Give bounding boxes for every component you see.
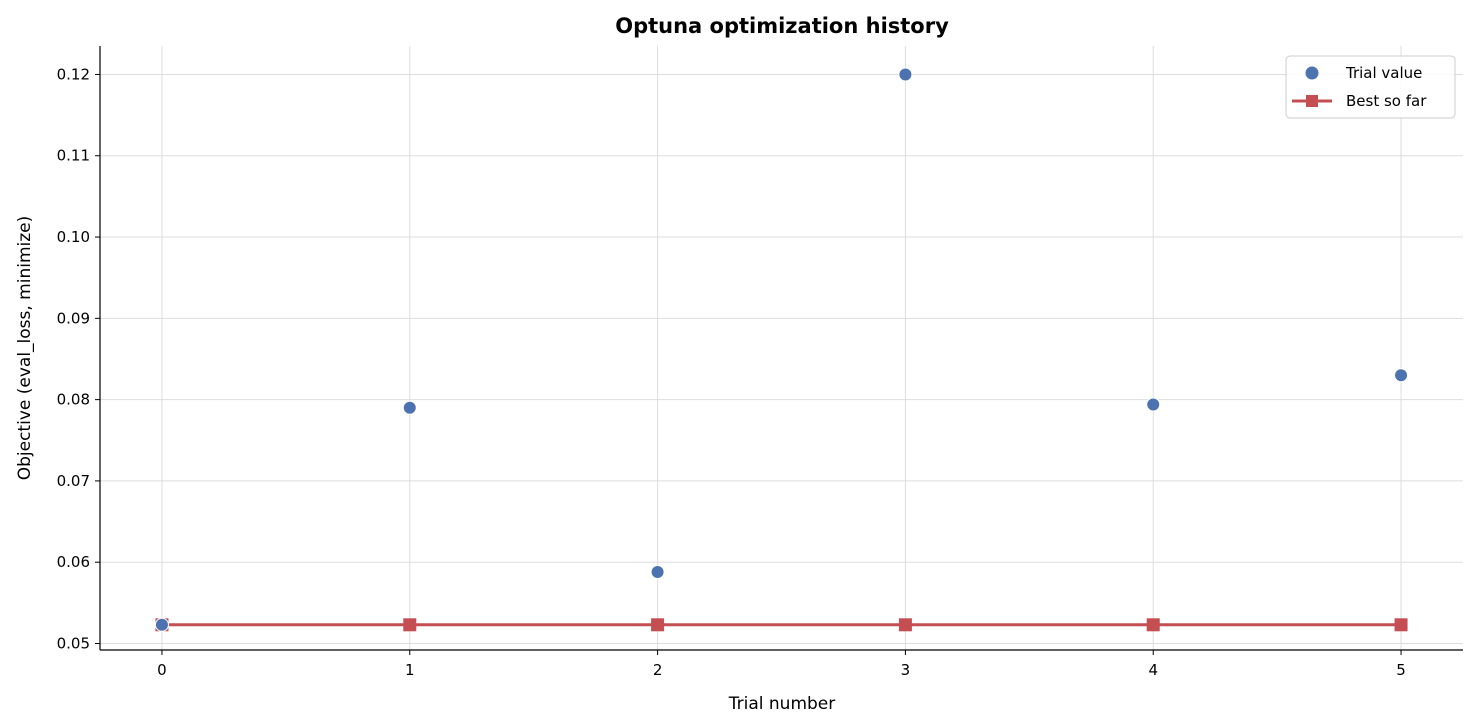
best-so-far-marker-3 xyxy=(898,618,912,632)
y-tick-label-4: 0.09 xyxy=(57,309,90,327)
y-tick-label-0: 0.05 xyxy=(57,634,90,652)
axes xyxy=(99,46,1463,651)
y-axis-label: Objective (eval_loss, minimize) xyxy=(15,216,35,481)
legend-label-trial-value: Trial value xyxy=(1345,64,1422,82)
trial-value-point-2 xyxy=(650,564,665,579)
best-so-far-marker-4 xyxy=(1146,618,1160,632)
trial-value-point-3 xyxy=(898,67,913,82)
chart-title: Optuna optimization history xyxy=(615,14,949,38)
series-trial-value xyxy=(154,67,1409,632)
legend: Trial value Best so far xyxy=(1285,55,1456,119)
trial-value-point-1 xyxy=(402,400,417,415)
ticks: 0 1 2 3 4 5 0.05 0.06 0.07 0.08 0.09 0.10 0.11 0.12 xyxy=(57,65,1406,679)
trial-value-point-5 xyxy=(1394,368,1409,383)
trial-value-point-4 xyxy=(1146,397,1161,412)
x-tick-label-3: 3 xyxy=(901,661,911,679)
grid xyxy=(100,46,1463,650)
x-tick-label-0: 0 xyxy=(157,661,167,679)
y-tick-label-2: 0.07 xyxy=(57,472,90,490)
x-tick-label-5: 5 xyxy=(1396,661,1406,679)
y-tick-label-5: 0.10 xyxy=(57,228,90,246)
best-so-far-marker-5 xyxy=(1394,618,1408,632)
x-tick-label-4: 4 xyxy=(1148,661,1158,679)
trial-value-point-0 xyxy=(154,617,169,632)
legend-marker-trial-value xyxy=(1305,66,1319,80)
y-tick-label-1: 0.06 xyxy=(57,553,90,571)
best-so-far-marker-2 xyxy=(651,618,665,632)
legend-marker-best-so-far xyxy=(1306,95,1318,107)
legend-label-best-so-far: Best so far xyxy=(1346,92,1427,110)
best-so-far-marker-1 xyxy=(403,618,417,632)
y-tick-label-6: 0.11 xyxy=(57,147,90,165)
y-tick-label-7: 0.12 xyxy=(57,65,90,83)
y-tick-label-3: 0.08 xyxy=(57,391,90,409)
x-tick-label-1: 1 xyxy=(405,661,415,679)
x-tick-label-2: 2 xyxy=(653,661,663,679)
x-axis-label: Trial number xyxy=(728,694,836,714)
